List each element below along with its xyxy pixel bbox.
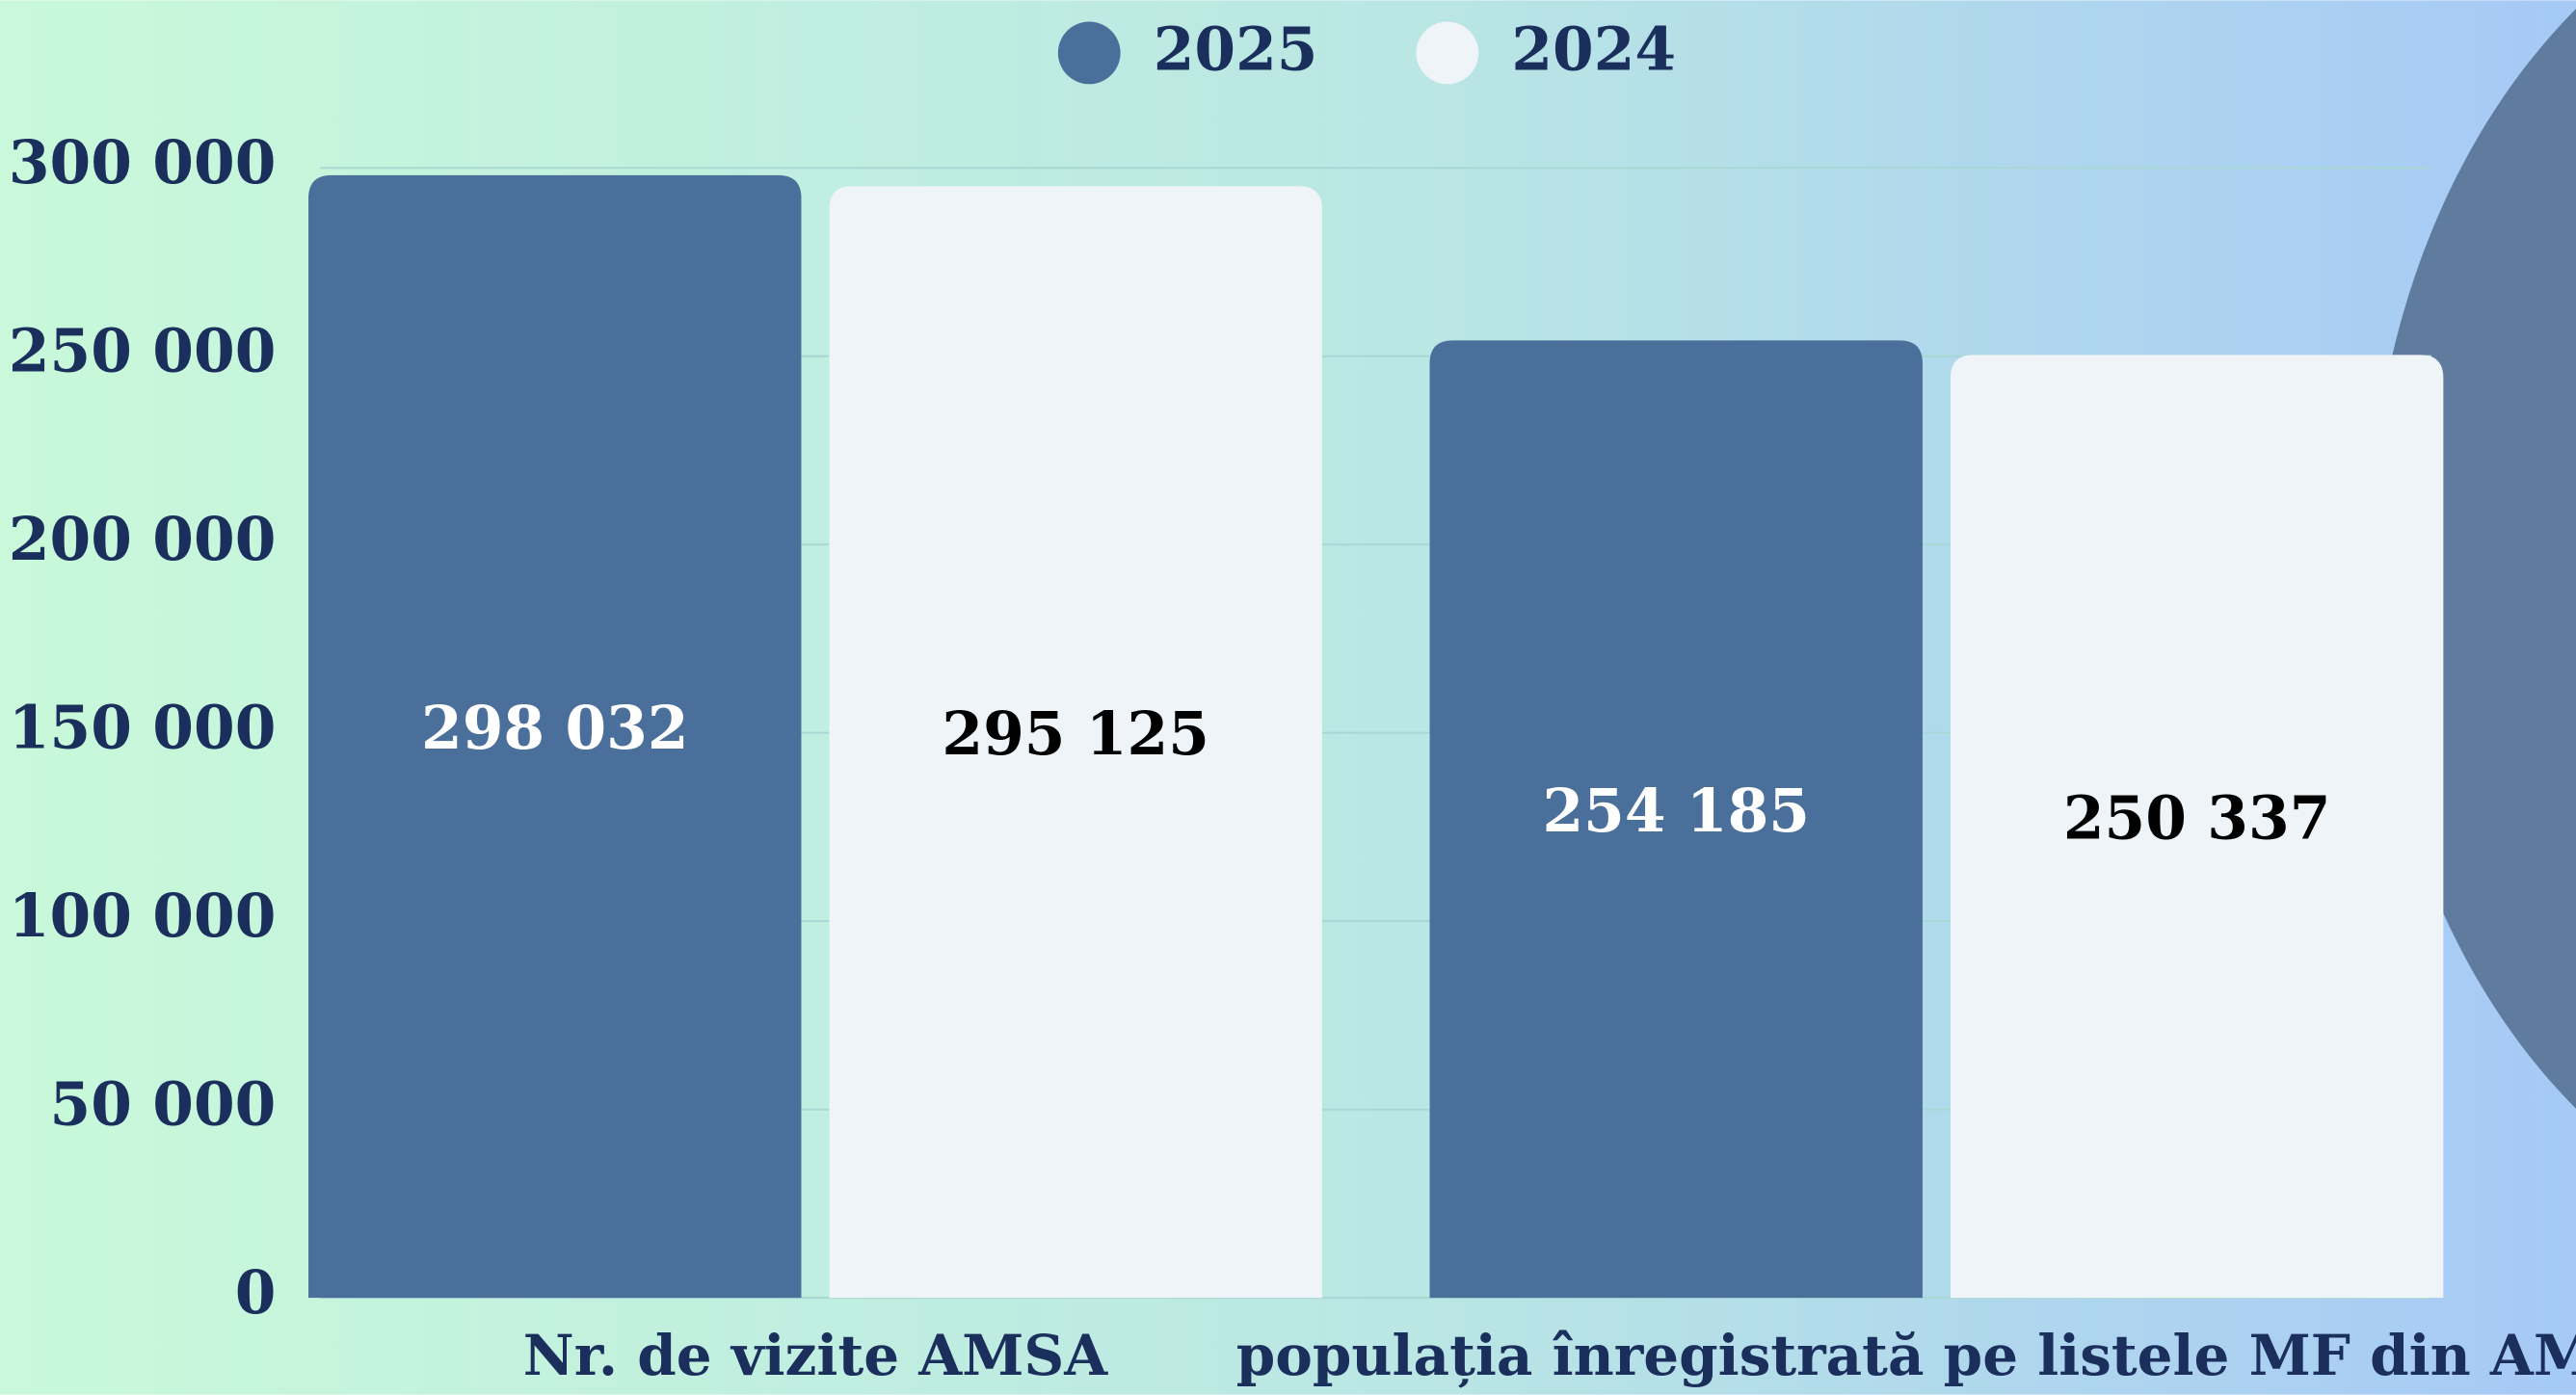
y-tick-label: 0	[235, 1258, 277, 1328]
y-tick-label: 250 000	[9, 317, 277, 386]
legend-swatch	[1057, 21, 1121, 85]
y-tick-label: 300 000	[9, 128, 277, 197]
legend-label: 2024	[1511, 15, 1676, 85]
bar	[1950, 355, 2444, 1299]
y-tick-label: 150 000	[9, 694, 277, 763]
data-label: 298 032	[421, 694, 689, 763]
y-tick-label: 100 000	[9, 882, 277, 951]
bar	[308, 174, 802, 1299]
data-label: 295 125	[942, 699, 1209, 769]
data-label: 250 337	[2063, 783, 2331, 853]
legend-swatch	[1416, 21, 1479, 85]
legend-label: 2025	[1154, 15, 1318, 85]
y-tick-label: 50 000	[50, 1070, 277, 1140]
y-tick-label: 200 000	[9, 505, 277, 574]
data-label: 254 185	[1542, 776, 1810, 846]
bar	[829, 186, 1322, 1299]
x-tick-label: populația înregistrată pe listele MF din…	[1236, 1323, 2576, 1388]
x-tick-label: Nr. de vizite AMSA	[523, 1323, 1109, 1388]
bar	[1429, 340, 1923, 1299]
